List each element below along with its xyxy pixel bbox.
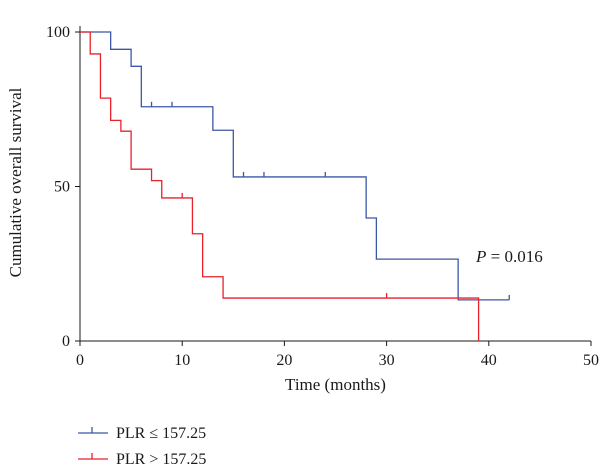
y-tick-label: 100 [46,24,70,41]
y-axis-title: Cumulative overall survival [6,87,25,277]
legend-symbol-plr-high [78,453,108,460]
p-value-symbol: P [475,247,486,266]
axes [79,26,591,342]
x-tick-label: 40 [481,352,497,369]
legend-entry-plr-high: PLR > 157.25 [78,451,206,468]
x-tick-label: 10 [174,352,190,369]
y-tick-label: 0 [62,333,70,350]
plot-series [80,31,510,341]
legend-entry-plr-low: PLR ≤ 157.25 [78,425,206,442]
legend: PLR ≤ 157.25 PLR > 157.25 [78,425,206,468]
legend-label-plr-high: PLR > 157.25 [116,451,206,468]
x-tick-label: 30 [379,352,395,369]
ticks: 0 10 20 30 40 50 0 50 100 [46,24,599,369]
series-0-curve [80,31,510,301]
legend-symbol-plr-low [78,427,108,434]
x-axis-title: Time (months) [285,375,386,394]
p-value-text: = 0.016 [486,247,542,266]
legend-label-plr-low: PLR ≤ 157.25 [116,425,206,442]
series-1-curve [80,31,480,341]
y-tick-label: 50 [54,179,70,196]
x-tick-label: 20 [276,352,292,369]
p-value-annotation: P = 0.016 [475,247,543,266]
x-tick-label: 50 [583,352,599,369]
x-tick-label: 0 [76,352,84,369]
